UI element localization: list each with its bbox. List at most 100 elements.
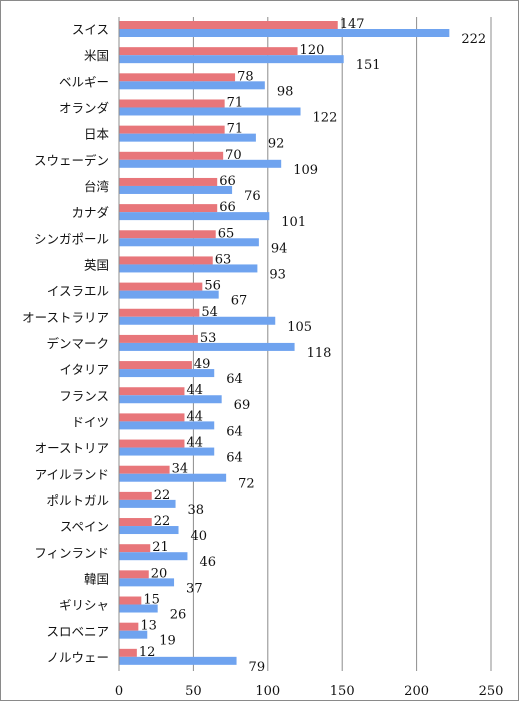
data-label-series-2: 79 [249, 660, 266, 675]
data-label-series-1: 44 [186, 383, 203, 398]
data-label-series-1: 49 [194, 357, 211, 372]
bar-series-2 [119, 81, 265, 90]
data-label-series-2: 64 [226, 424, 243, 439]
data-label-series-2: 92 [268, 137, 285, 152]
category-label: ギリシャ [59, 598, 109, 613]
bar-series-1 [119, 387, 185, 396]
x-tick-label: 50 [185, 684, 202, 699]
bar-series-2 [119, 499, 176, 508]
data-label-series-2: 76 [244, 189, 261, 204]
bar-series-2 [119, 316, 276, 325]
data-label-series-2: 122 [313, 110, 338, 125]
bar-series-2 [119, 630, 148, 639]
bar-series-1 [119, 334, 198, 343]
data-label-series-1: 34 [172, 462, 189, 477]
bar-series-2 [119, 369, 215, 378]
bar-series-1 [119, 518, 152, 527]
data-label-series-1: 15 [143, 593, 160, 608]
data-label-series-2: 222 [461, 32, 486, 47]
data-label-series-2: 151 [356, 58, 381, 73]
data-label-series-1: 56 [204, 279, 221, 294]
bar-series-1 [119, 570, 149, 579]
data-label-series-2: 101 [281, 215, 306, 230]
x-tick-label: 100 [255, 684, 280, 699]
data-label-series-2: 118 [307, 346, 332, 361]
category-label: 台湾 [84, 179, 109, 194]
bar-series-2 [119, 526, 179, 535]
category-label: デンマーク [46, 336, 109, 351]
data-label-series-2: 72 [238, 477, 255, 492]
data-label-series-2: 67 [231, 294, 248, 309]
data-label-series-2: 109 [293, 163, 318, 178]
category-label: オーストリア [35, 441, 109, 456]
bar-series-1 [119, 439, 185, 448]
category-label: ベルギー [59, 74, 109, 89]
bar-series-2 [119, 55, 344, 64]
data-label-series-2: 46 [199, 555, 216, 570]
bar-series-1 [119, 648, 137, 657]
bar-series-1 [119, 204, 218, 213]
data-label-series-1: 65 [218, 226, 235, 241]
bar-series-2 [119, 29, 450, 37]
data-label-series-2: 37 [186, 581, 203, 596]
bar-series-2 [119, 107, 301, 116]
bar-series-1 [119, 596, 142, 605]
bar-series-1 [119, 282, 203, 291]
bar-series-2 [119, 212, 270, 221]
data-label-series-2: 64 [226, 451, 243, 466]
bar-series-1 [119, 151, 224, 160]
bar-series-1 [119, 308, 200, 317]
bar-series-1 [119, 465, 170, 474]
category-label: シンガポール [34, 231, 109, 246]
bar-series-1 [119, 177, 218, 186]
bar-series-2 [119, 656, 237, 665]
data-label-series-2: 26 [170, 608, 187, 623]
category-label: スイス [72, 22, 109, 37]
data-label-series-1: 22 [154, 514, 171, 529]
data-label-series-1: 70 [225, 148, 242, 163]
data-label-series-1: 78 [237, 69, 254, 84]
bar-series-2 [119, 238, 259, 247]
bar-series-2 [119, 264, 258, 273]
category-label: スロベニア [46, 624, 109, 639]
category-label: カナダ [71, 205, 109, 220]
category-label: 日本 [84, 127, 110, 142]
data-label-series-1: 12 [139, 645, 156, 660]
data-label-series-1: 54 [201, 305, 218, 320]
bar-series-1 [119, 73, 236, 82]
bar-series-1 [119, 47, 298, 56]
category-label: オランダ [59, 101, 109, 116]
category-label: フィンランド [34, 545, 109, 560]
category-label: スウェーデン [34, 153, 109, 168]
data-label-series-1: 44 [186, 409, 203, 424]
bar-series-2 [119, 473, 227, 482]
bar-series-2 [119, 395, 222, 404]
category-label: 米国 [84, 48, 109, 63]
data-label-series-2: 105 [287, 320, 312, 335]
category-label: ノルウェー [46, 650, 109, 665]
data-label-series-1: 71 [227, 122, 244, 137]
category-label: アイルランド [35, 467, 109, 482]
data-label-series-1: 66 [219, 200, 236, 215]
data-label-series-2: 69 [234, 398, 251, 413]
x-tick-label: 200 [404, 684, 429, 699]
data-label-series-1: 120 [300, 43, 325, 58]
data-label-series-2: 40 [191, 529, 208, 544]
data-label-series-2: 38 [188, 503, 205, 518]
data-label-series-1: 63 [215, 252, 232, 267]
x-tick-label: 0 [115, 684, 123, 699]
data-label-series-2: 19 [159, 634, 176, 649]
bar-series-2 [119, 421, 215, 430]
category-label: イスラエル [47, 284, 109, 299]
category-label: イタリア [59, 362, 109, 377]
bar-series-1 [119, 230, 216, 239]
bar-series-2 [119, 447, 215, 456]
category-label: ポルトガル [46, 493, 109, 508]
x-tick-label: 150 [330, 684, 355, 699]
bar-series-2 [119, 342, 295, 351]
data-label-series-2: 94 [271, 241, 288, 256]
bar-series-1 [119, 99, 225, 108]
category-label: オーストラリア [22, 310, 109, 325]
data-label-series-2: 64 [226, 372, 243, 387]
